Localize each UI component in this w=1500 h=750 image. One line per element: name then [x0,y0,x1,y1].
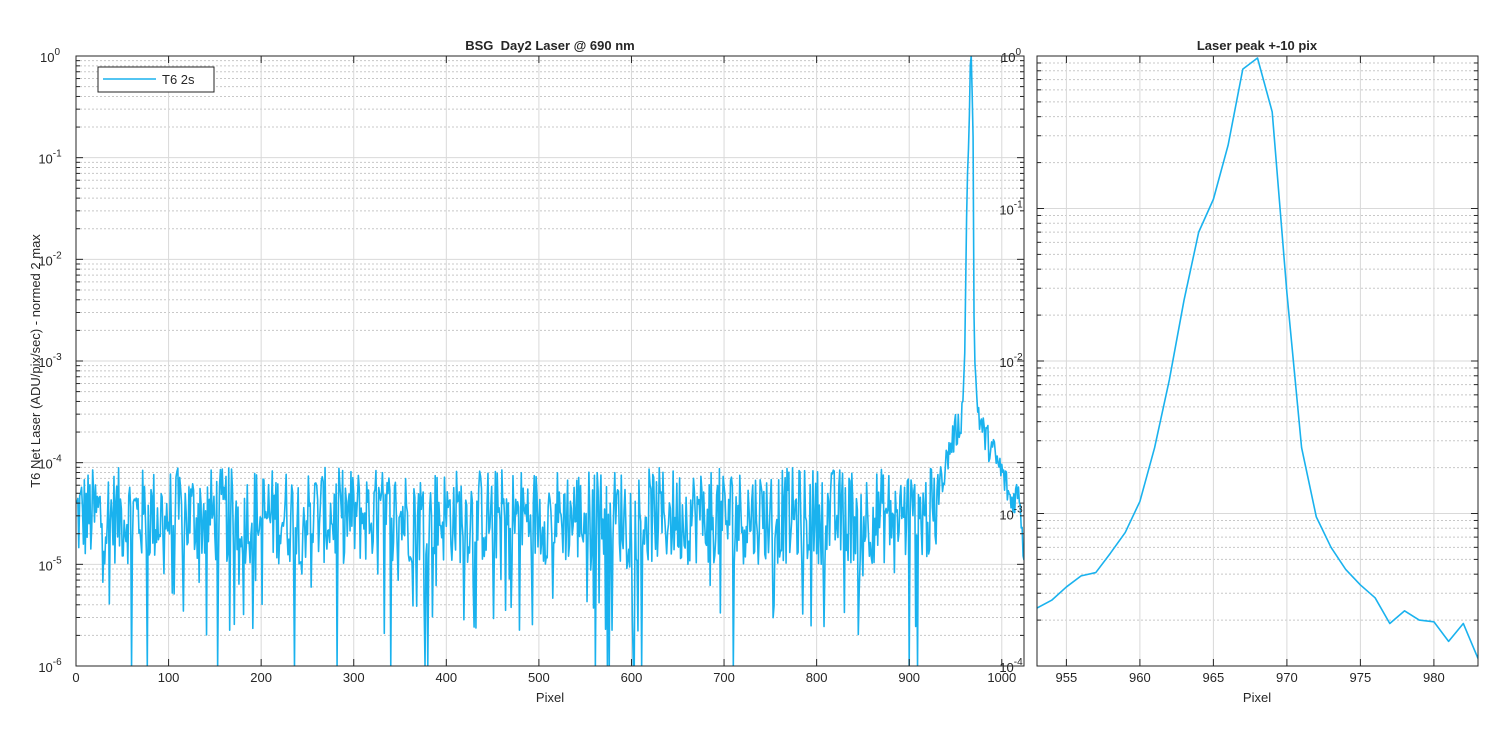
y-tick-exponent: -2 [1014,352,1023,363]
main-chart-y-axis-label: T6 Net Laser (ADU/pix/sec) - normed 2 ma… [28,234,43,488]
x-tick-label: 400 [435,670,457,685]
y-tick-exponent: -3 [53,352,62,363]
main-chart-title: BSG Day2 Laser @ 690 nm [465,38,634,53]
y-tick-base: 10 [999,203,1013,218]
legend-entry-label: T6 2s [162,72,195,87]
main-chart-x-axis-label: Pixel [536,690,564,705]
peak-chart-series [1037,57,1478,659]
y-tick-exponent: -5 [53,555,62,566]
x-tick-label: 975 [1350,670,1372,685]
x-tick-label: 300 [343,670,365,685]
peak-chart-x-ticks: 955 960 965 970 975 980 [1056,56,1445,685]
y-tick-label: 10-2 [38,250,62,268]
main-chart-series [76,56,1024,666]
x-tick-label: 1000 [987,670,1016,685]
y-tick-label: 10-3 [38,352,62,370]
y-tick-label: 10-4 [999,657,1023,675]
x-tick-label: 0 [72,670,79,685]
x-tick-label: 970 [1276,670,1298,685]
y-tick-exponent: -2 [53,250,62,261]
y-tick-exponent: -1 [1014,200,1023,211]
x-tick-label: 100 [158,670,180,685]
x-tick-label: 200 [250,670,272,685]
y-tick-exponent: -1 [53,149,62,160]
series-line-t6-2s [1037,57,1478,659]
y-tick-label: 10-3 [999,505,1023,523]
y-tick-base: 10 [999,355,1013,370]
y-tick-exponent: -4 [1014,657,1023,668]
main-spectrum-chart: 0 100 200 300 400 500 600 700 800 900 1000 10-610-… [28,38,1025,705]
y-tick-label: 10-1 [999,200,1023,218]
x-tick-label: 965 [1203,670,1225,685]
y-tick-label: 10-1 [38,149,62,167]
y-tick-label: 10-6 [38,657,62,675]
y-tick-exponent: -6 [53,657,62,668]
x-tick-label: 700 [713,670,735,685]
y-tick-label: 100 [40,47,60,65]
y-tick-exponent: -4 [53,454,62,465]
series-line-t6-2s [76,56,1024,666]
x-tick-label: 955 [1056,670,1078,685]
peak-chart-title: Laser peak +-10 pix [1197,38,1318,53]
y-tick-base: 10 [38,355,52,370]
y-tick-label: 10-4 [38,454,62,472]
y-tick-base: 10 [38,558,52,573]
x-tick-label: 980 [1423,670,1445,685]
y-tick-base: 10 [1001,50,1015,65]
x-tick-label: 500 [528,670,550,685]
y-tick-base: 10 [38,660,52,675]
y-tick-base: 10 [40,50,54,65]
y-tick-exponent: 0 [54,47,60,58]
peak-chart-x-axis-label: Pixel [1243,690,1271,705]
x-tick-label: 900 [898,670,920,685]
y-tick-base: 10 [38,152,52,167]
peak-chart-grid [1037,55,1478,667]
x-tick-label: 800 [806,670,828,685]
y-tick-base: 10 [38,457,52,472]
x-tick-label: 960 [1129,670,1151,685]
y-tick-exponent: -3 [1014,505,1023,516]
y-tick-label: 10-5 [38,555,62,573]
legend: T6 2s [97,66,215,93]
y-tick-label: 100 [1001,47,1021,65]
y-tick-label: 10-2 [999,352,1023,370]
main-chart-x-ticks: 0 100 200 300 400 500 600 700 800 900 1000 [72,56,1016,685]
y-tick-exponent: 0 [1015,47,1021,58]
y-tick-base: 10 [999,508,1013,523]
y-tick-base: 10 [38,253,52,268]
y-tick-base: 10 [999,660,1013,675]
x-tick-label: 600 [621,670,643,685]
